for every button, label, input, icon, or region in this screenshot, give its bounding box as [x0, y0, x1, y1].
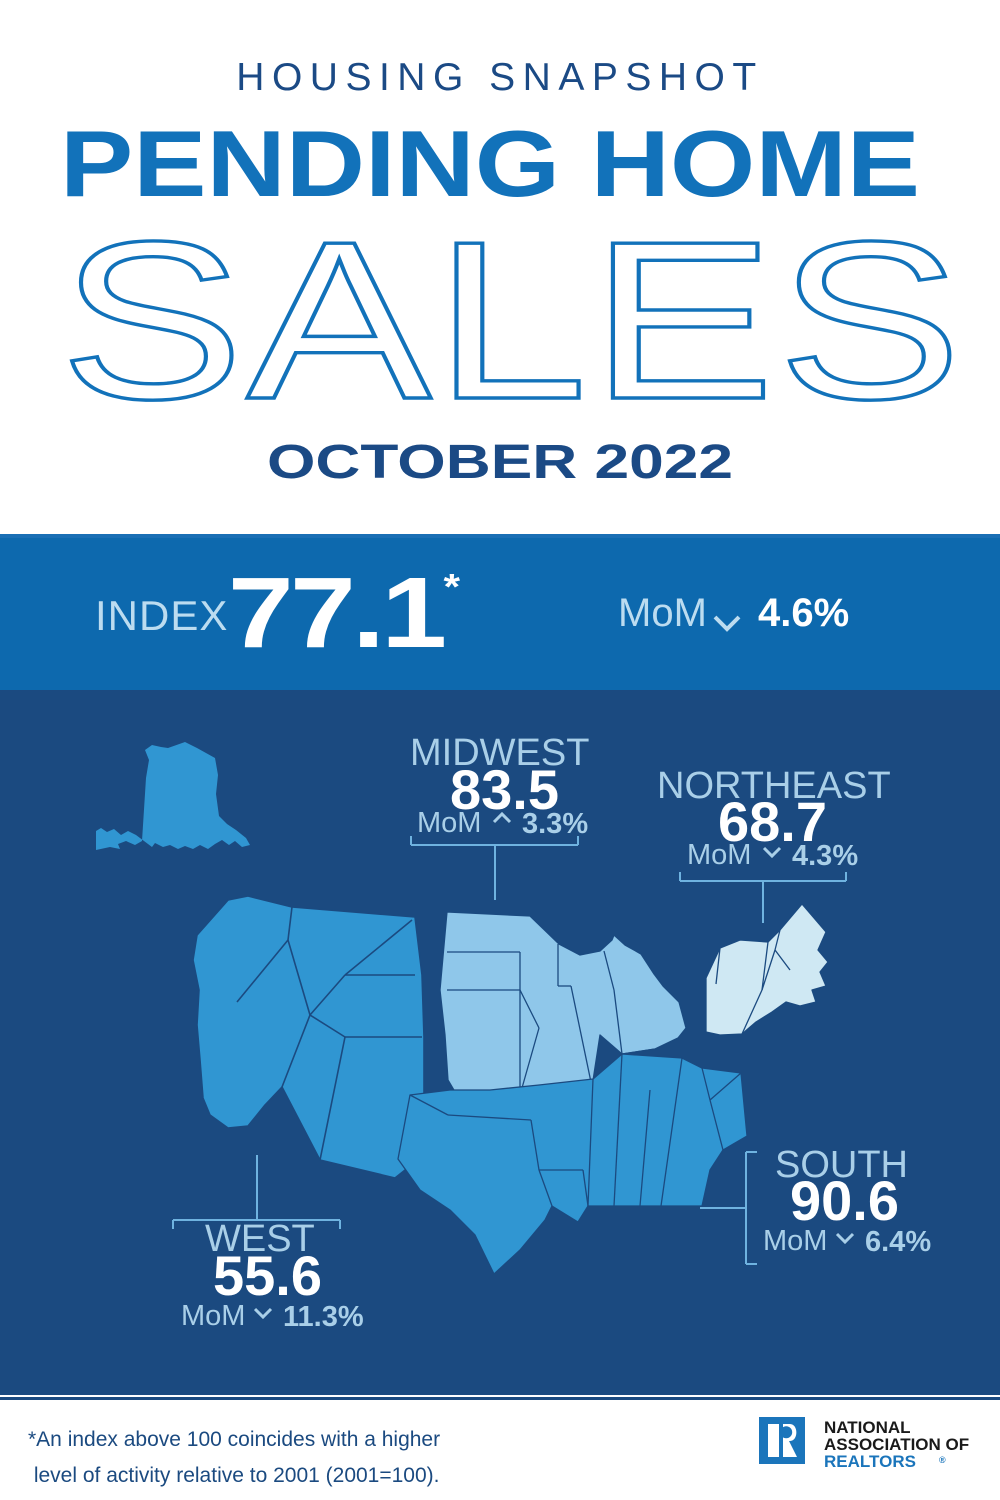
svg-text:6.4%: 6.4%	[865, 1226, 931, 1258]
svg-text:90.6: 90.6	[790, 1169, 899, 1232]
svg-text:MoM: MoM	[181, 1300, 245, 1332]
svg-text:MoM: MoM	[763, 1225, 827, 1257]
svg-text:MoM: MoM	[417, 807, 481, 839]
svg-text:11.3%: 11.3%	[283, 1301, 364, 1333]
svg-text:55.6: 55.6	[213, 1244, 322, 1307]
svg-text:3.3%: 3.3%	[522, 808, 588, 840]
svg-text:4.3%: 4.3%	[792, 840, 858, 872]
svg-text:MoM: MoM	[687, 839, 751, 871]
